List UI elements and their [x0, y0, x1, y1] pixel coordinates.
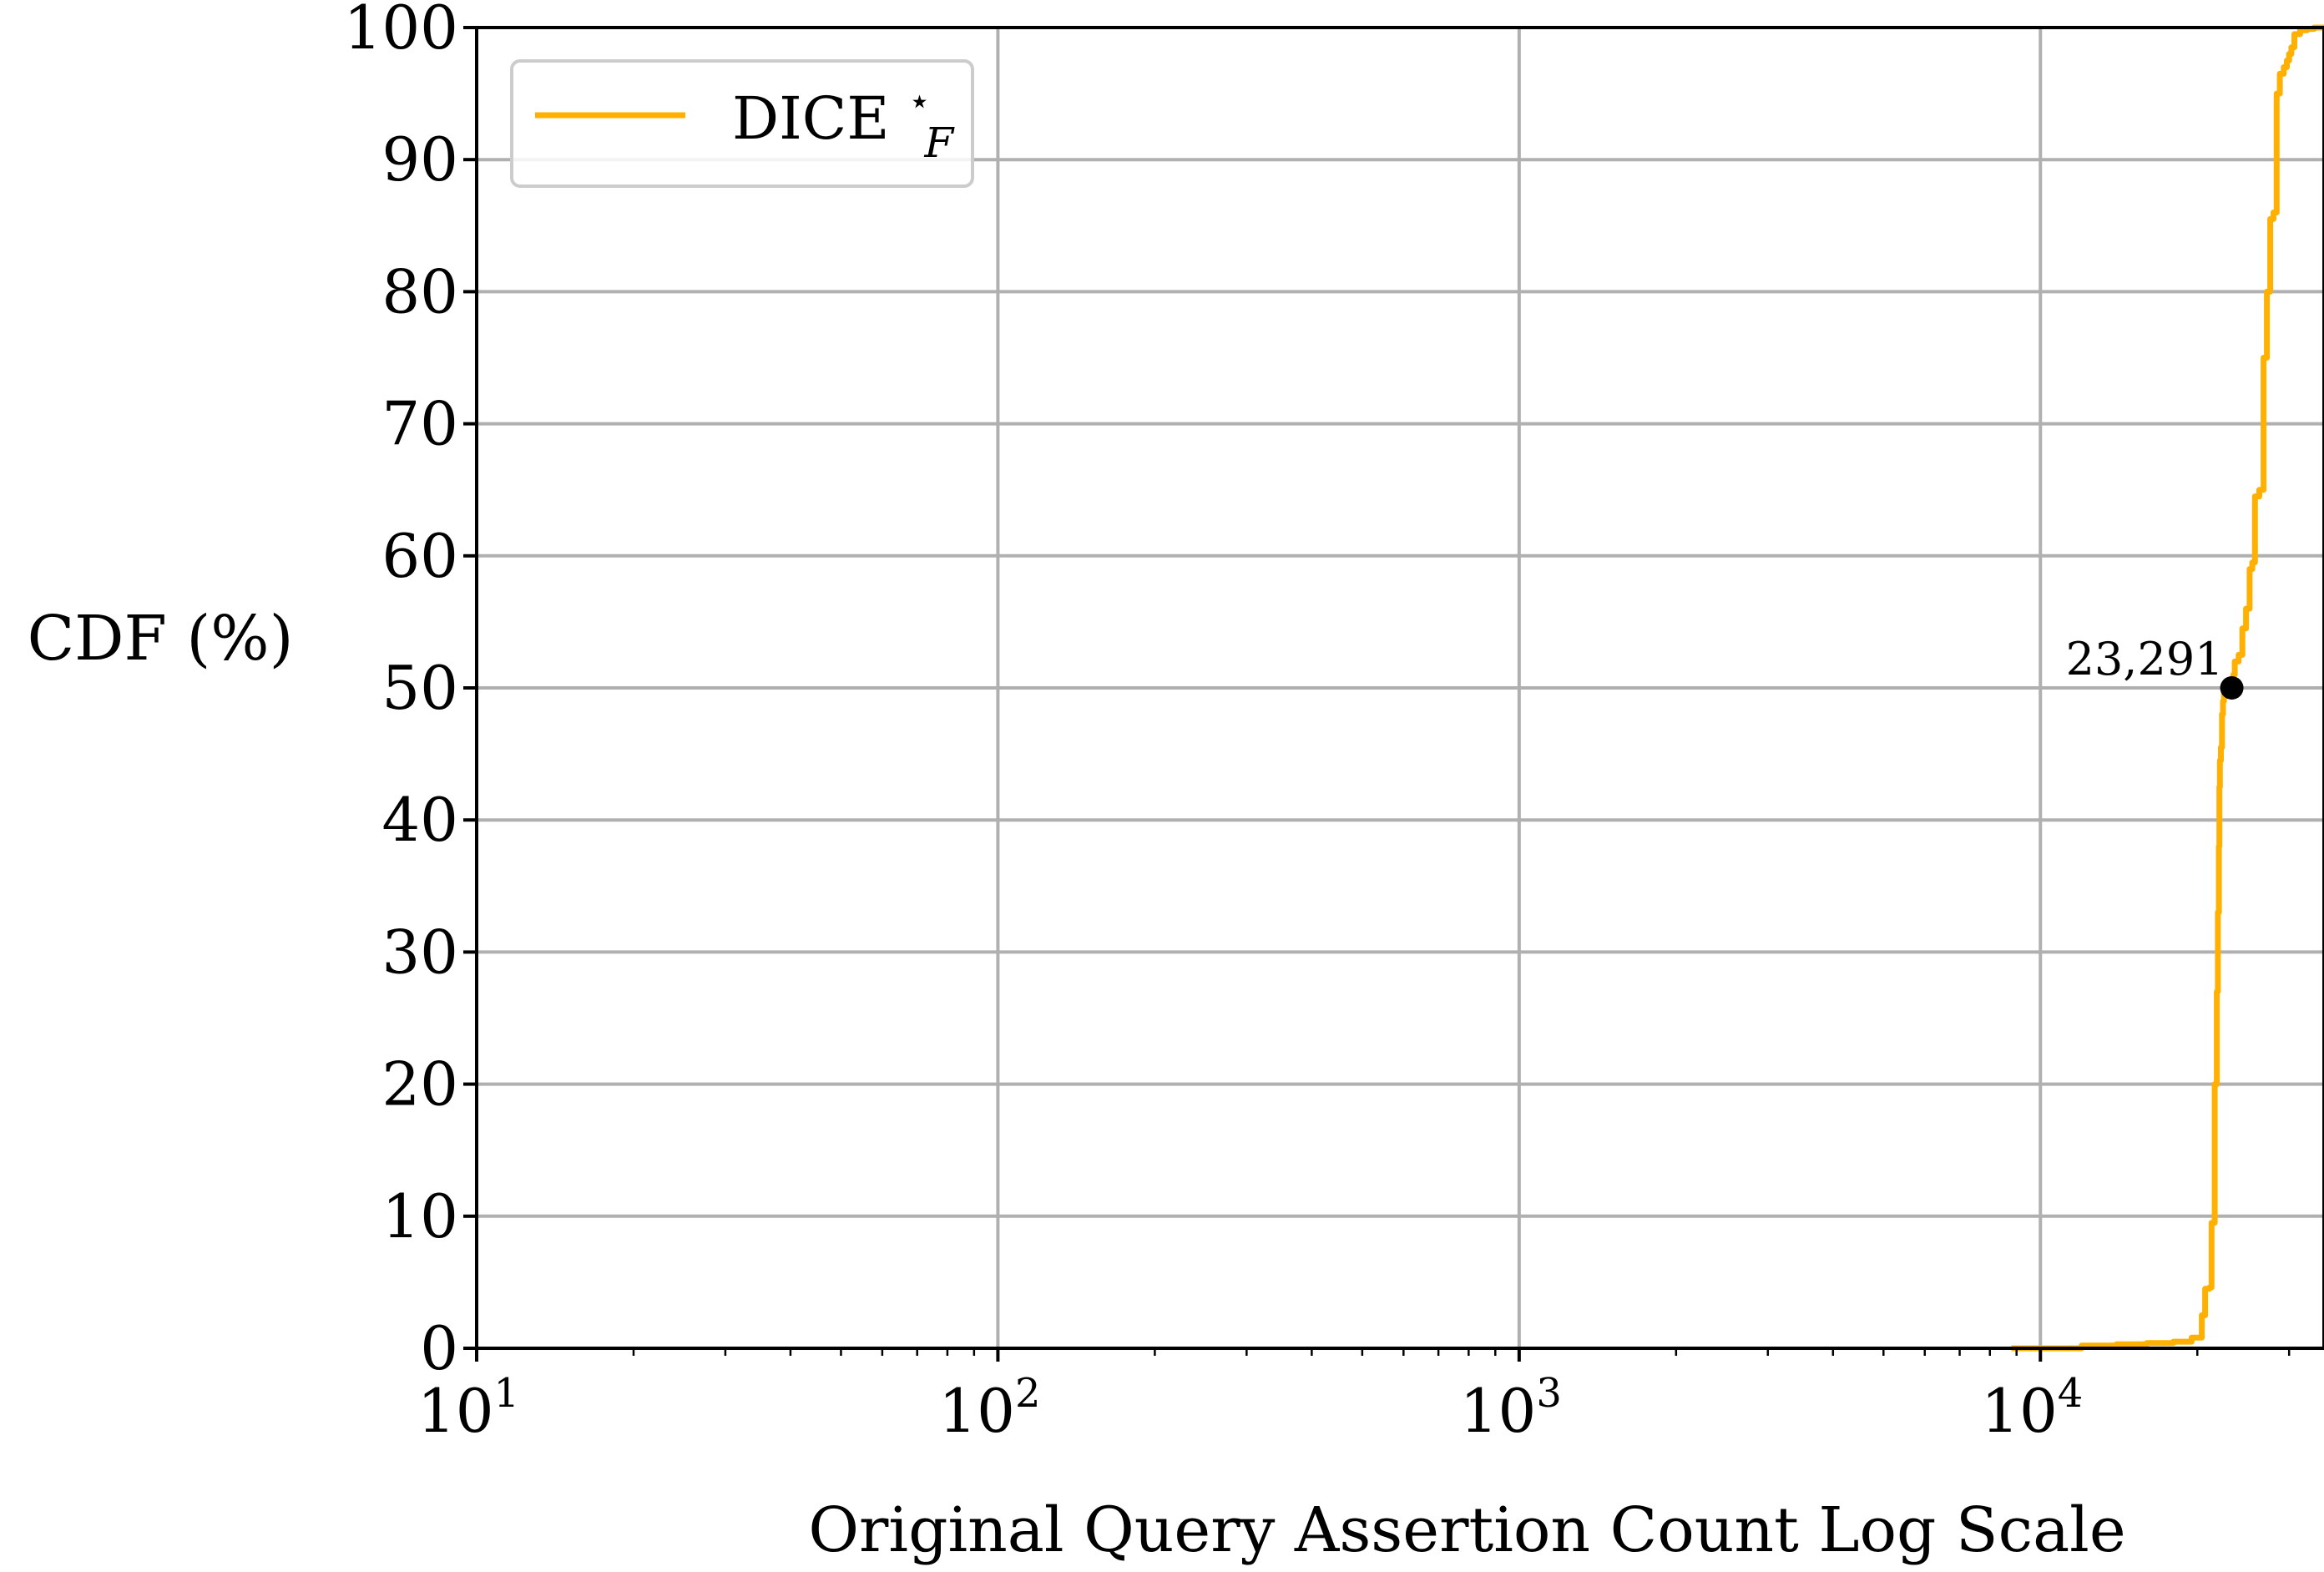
- y-tick-label: 40: [381, 785, 458, 855]
- legend-series-superscript: ⋆: [908, 80, 932, 123]
- legend-series-subscript: F: [924, 119, 956, 167]
- tick-layer: [463, 26, 2291, 1362]
- y-axis-label: CDF (%): [28, 603, 294, 675]
- y-tick-label: 60: [381, 521, 458, 591]
- series-line-dice: [2011, 24, 2324, 1352]
- median-annotation-label: 23,291: [2066, 633, 2224, 685]
- y-tick-label: 50: [381, 653, 458, 723]
- legend-label: DICE ⋆ F: [732, 59, 956, 167]
- median-marker: [2220, 676, 2244, 700]
- grid: [475, 26, 2324, 1350]
- y-tick-label: 90: [381, 124, 458, 195]
- y-tick-label: 70: [381, 389, 458, 459]
- legend: DICE ⋆ F: [510, 59, 974, 188]
- x-tick-label: 102: [938, 1370, 1040, 1446]
- y-tick-label: 30: [381, 917, 458, 987]
- x-tick-label: 104: [1981, 1370, 2083, 1446]
- y-tick-label: 10: [381, 1181, 458, 1251]
- series-layer: [2011, 24, 2324, 1352]
- y-tick-label: 100: [344, 0, 458, 63]
- y-tick-label: 80: [381, 256, 458, 326]
- y-tick-labels: 0 10 20 30 40 50 60 70 80 90 100: [344, 0, 458, 1383]
- x-axis-label: Original Query Assertion Count Log Scale: [808, 1494, 2125, 1566]
- y-tick-label: 0: [420, 1313, 458, 1383]
- legend-series-name: DICE: [732, 84, 889, 153]
- annotation-layer: 23,291: [2066, 633, 2244, 700]
- x-tick-label: 103: [1460, 1370, 1562, 1446]
- y-tick-label: 20: [381, 1049, 458, 1120]
- x-tick-labels: 101 102 103 104: [417, 1370, 2083, 1446]
- legend-box: [510, 59, 974, 188]
